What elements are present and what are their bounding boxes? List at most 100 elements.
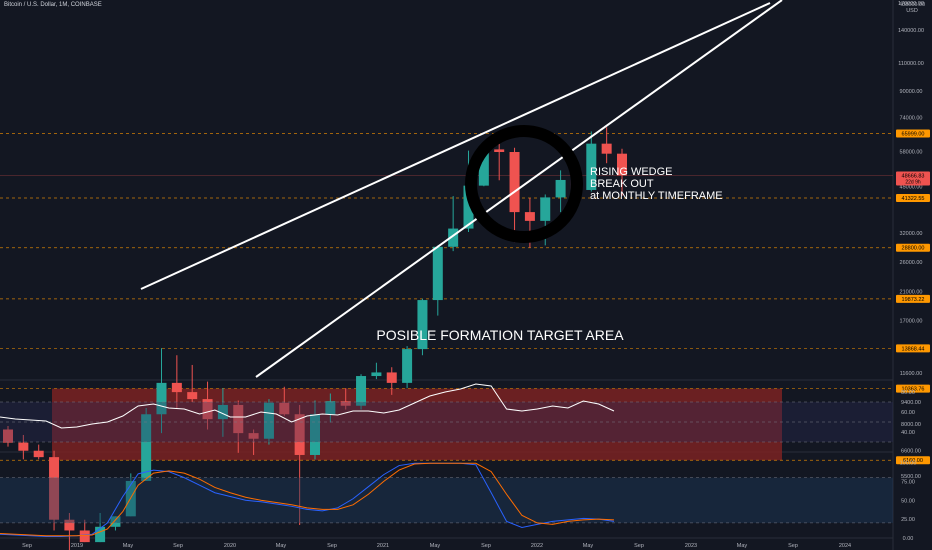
candle-body [310, 414, 320, 455]
price-axis-label: 488000.00 [899, 2, 925, 8]
price-axis-label: 140000.00 [898, 28, 924, 34]
candle-body [156, 382, 167, 415]
candle-body [340, 401, 351, 406]
price-axis-label: 45000.00 [900, 184, 923, 190]
symbol-title: Bitcoin / U.S. Dollar, 1M, COINBASE [4, 2, 102, 8]
candle-body [586, 143, 597, 190]
candle-body [263, 402, 274, 439]
stoch-axis-label: 50.00 [901, 498, 915, 504]
candle-body [371, 372, 382, 377]
candle-body [448, 228, 459, 247]
candle-body [279, 402, 290, 415]
price-level-badge [896, 194, 930, 202]
stoch-axis-label: 0.00 [903, 536, 914, 542]
price-level-badge-label: 48666.83 [902, 173, 925, 179]
price-axis-label: 32000.00 [900, 231, 923, 237]
stoch-k-line [0, 462, 615, 537]
candle-body [509, 152, 520, 213]
candle-body [325, 401, 336, 415]
rsi-axis-label: 60.00 [901, 410, 915, 416]
candle-body [49, 457, 60, 520]
target-text: POSIBLE FORMATION TARGET AREA [376, 327, 624, 343]
candle-body [79, 530, 90, 543]
rsi-axis-label: 40.00 [901, 430, 915, 436]
price-level-badge-label: 65999.00 [902, 131, 925, 137]
time-axis-label: 2019 [71, 543, 83, 549]
time-axis-label: 2022 [531, 543, 543, 549]
candle-body [110, 516, 121, 527]
wedge-text-line2: BREAK OUT [590, 178, 654, 190]
price-level-badge-label: 6160.00 [903, 458, 923, 464]
price-axis-label: 21000.00 [900, 289, 923, 295]
price-level-badge-countdown: 22d 9h [905, 179, 921, 185]
price-axis-label: 6600.00 [901, 449, 921, 455]
candle-body [187, 392, 198, 400]
time-axis-label: May [430, 543, 441, 549]
candle-body [494, 149, 505, 153]
stoch-axis-label: 25.00 [901, 517, 915, 523]
price-level-badge-label: 41322.55 [902, 196, 925, 202]
candle-body [555, 179, 566, 198]
price-axis-currency: USD [906, 8, 918, 14]
price-axis-label: 74000.00 [900, 116, 923, 122]
time-axis-label: 2023 [685, 543, 697, 549]
wedge-text-line3: at MONTHLY TIMEFRAME [590, 190, 723, 202]
rsi-line [0, 383, 615, 429]
price-level-badge-label: 19873.22 [902, 297, 925, 303]
breakout-circle [465, 125, 583, 243]
candle-body [64, 519, 75, 531]
time-axis-label: 2020 [224, 543, 236, 549]
candle-body [217, 404, 228, 420]
candle-body [478, 149, 489, 186]
time-axis-label: May [583, 543, 594, 549]
time-axis-label: Sep [327, 543, 337, 549]
candle-body [141, 414, 152, 481]
price-axis-label: 58000.00 [900, 149, 923, 155]
stoch-axis-label: 75.00 [901, 479, 915, 485]
time-axis-label: 2021 [377, 543, 389, 549]
price-axis-label: 5500.00 [901, 474, 921, 480]
candle-body [386, 372, 397, 383]
stoch-axis-label: 100.00 [900, 461, 917, 467]
time-axis-label: Sep [481, 543, 491, 549]
price-axis-label: 11600.00 [900, 371, 923, 377]
candle-body [417, 300, 428, 350]
price-axis-label: 8000.00 [901, 422, 921, 428]
price-level-badge [896, 456, 930, 465]
price-axis-label: 170000.00 [898, 1, 924, 7]
candle-body [171, 382, 182, 393]
candle-body [524, 212, 535, 221]
candle-body [202, 399, 213, 420]
candle-body [356, 376, 367, 406]
price-level-badge [896, 384, 930, 393]
time-axis-label: Sep [634, 543, 644, 549]
candle-body [3, 429, 13, 443]
price-axis-label: 26000.00 [900, 260, 923, 266]
price-level-badge [896, 171, 930, 186]
rsi-axis-label: 80.00 [901, 390, 915, 396]
candle-body [540, 197, 551, 221]
candle-body [601, 143, 612, 154]
price-level-badge-label: 10363.76 [902, 387, 925, 393]
candle-body [33, 450, 44, 458]
candle-body [233, 404, 244, 434]
price-level-badge [896, 344, 930, 353]
candle-body [617, 153, 627, 176]
time-axis-label: May [276, 543, 287, 549]
time-axis-label: May [123, 543, 134, 549]
wedge-text-line1: RISING WEDGE [590, 166, 673, 178]
candle-body [95, 526, 106, 543]
price-level-badge-label: 28800.00 [902, 246, 925, 252]
candle-body [248, 433, 259, 439]
candle-body [294, 414, 305, 455]
candle-body [432, 246, 443, 301]
price-level-badge-label: 13868.44 [902, 346, 925, 352]
time-axis-label: May [737, 543, 748, 549]
candle-body [402, 349, 413, 383]
wedge-upper-line [140, 2, 771, 290]
candle-body [18, 442, 29, 451]
stoch-d-line [0, 462, 615, 537]
price-axis-label: 17000.00 [900, 318, 923, 324]
